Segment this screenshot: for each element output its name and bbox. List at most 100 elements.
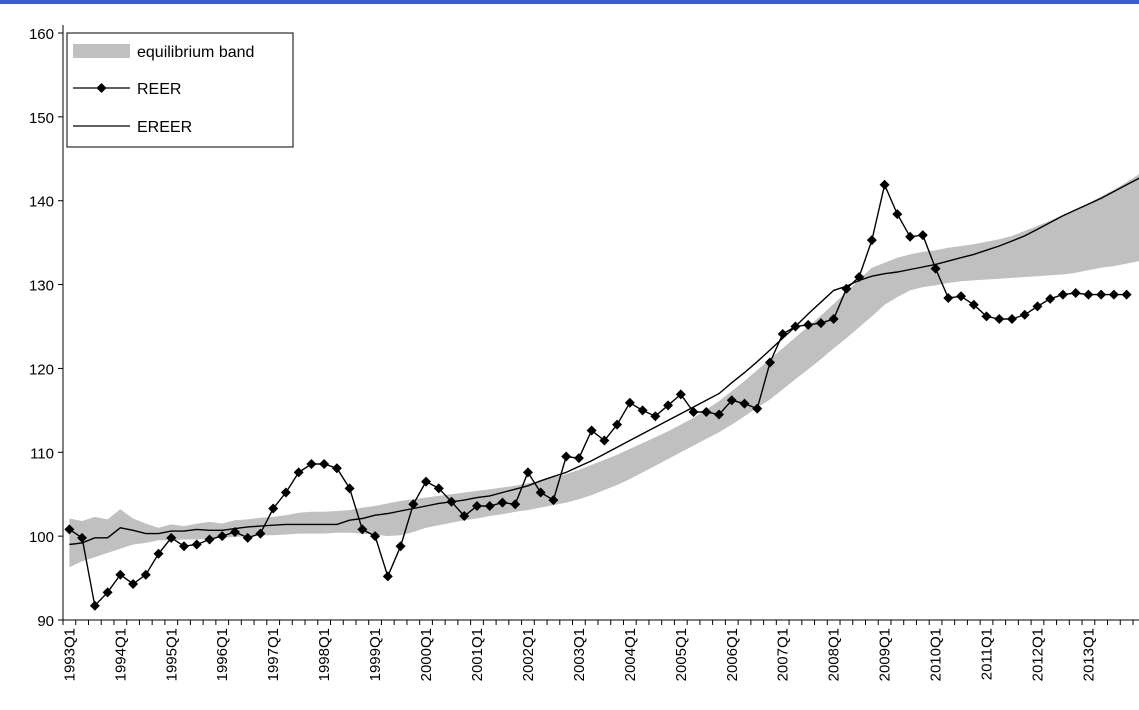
reer-point bbox=[140, 569, 151, 580]
reer-point bbox=[344, 483, 355, 494]
reer-point bbox=[535, 487, 546, 498]
y-tick-label: 150 bbox=[29, 110, 54, 127]
reer-point bbox=[943, 292, 954, 303]
y-tick-label: 90 bbox=[37, 613, 54, 630]
reer-point bbox=[1006, 313, 1017, 324]
reer-point bbox=[752, 403, 763, 414]
x-tick-label: 1996Q1 bbox=[214, 628, 231, 681]
reer-point bbox=[128, 578, 139, 589]
y-tick-label: 160 bbox=[29, 26, 54, 43]
x-tick-label: 2010Q1 bbox=[928, 628, 945, 681]
reer-markers-layer bbox=[64, 179, 1132, 611]
reer-point bbox=[561, 451, 572, 462]
legend-swatch-reer-marker bbox=[96, 83, 107, 93]
reer-point bbox=[497, 497, 508, 508]
reer-point bbox=[255, 528, 266, 539]
reer-point bbox=[268, 503, 279, 514]
reer-point bbox=[1032, 301, 1043, 312]
x-tick-label: 2004Q1 bbox=[622, 628, 639, 681]
x-tick-label: 2002Q1 bbox=[520, 628, 537, 681]
x-tick-label: 1993Q1 bbox=[61, 628, 78, 681]
reer-point bbox=[484, 500, 495, 511]
reer-point bbox=[471, 500, 482, 511]
reer-point bbox=[650, 411, 661, 422]
reer-point bbox=[395, 541, 406, 552]
reer-point bbox=[191, 539, 202, 550]
reer-point bbox=[408, 499, 419, 510]
reer-point bbox=[89, 600, 100, 611]
x-tick-label: 1995Q1 bbox=[163, 628, 180, 681]
reer-point bbox=[726, 395, 737, 406]
reer-point bbox=[522, 467, 533, 478]
reer-point bbox=[917, 230, 928, 241]
y-tick-label: 100 bbox=[29, 529, 54, 546]
y-tick-label: 140 bbox=[29, 194, 54, 211]
reer-point bbox=[599, 435, 610, 446]
x-tick-label: 1999Q1 bbox=[367, 628, 384, 681]
reer-point bbox=[153, 548, 164, 559]
ereer-line bbox=[69, 177, 1139, 546]
reer-point bbox=[612, 419, 623, 430]
y-tick-label: 120 bbox=[29, 361, 54, 378]
reer-point bbox=[841, 283, 852, 294]
reer-point bbox=[510, 499, 521, 510]
reer-point bbox=[166, 532, 177, 543]
y-axis-ticks: 90 100 110 120 130 140 150 160 bbox=[29, 26, 63, 630]
x-tick-label: 1994Q1 bbox=[112, 628, 129, 681]
reer-point bbox=[930, 263, 941, 274]
window-top-border bbox=[0, 0, 1139, 4]
reer-point bbox=[956, 291, 967, 302]
reer-point bbox=[624, 397, 635, 408]
reer-point bbox=[714, 409, 725, 420]
x-tick-label: 2013Q1 bbox=[1080, 628, 1097, 681]
x-axis-ticks: 1993Q1 1994Q1 1995Q1 1996Q1 1997Q1 1998Q1 1999… bbox=[61, 620, 1134, 681]
reer-point bbox=[739, 398, 750, 409]
axes-layer bbox=[62, 25, 1139, 621]
reer-point bbox=[968, 299, 979, 310]
reer-point bbox=[331, 463, 342, 474]
reer-point bbox=[280, 487, 291, 498]
reer-point bbox=[994, 313, 1005, 324]
reer-point bbox=[1108, 289, 1119, 300]
reer-point bbox=[242, 532, 253, 543]
reer-point bbox=[115, 569, 126, 580]
reer-point bbox=[790, 321, 801, 332]
reer-point bbox=[981, 311, 992, 322]
reer-point bbox=[675, 389, 686, 400]
reer-point bbox=[1019, 309, 1030, 320]
reer-point bbox=[815, 318, 826, 329]
equilibrium-band-area bbox=[69, 174, 1139, 568]
reer-point bbox=[854, 272, 865, 283]
reer-point bbox=[293, 467, 304, 478]
reer-point bbox=[102, 587, 113, 598]
reer-point bbox=[905, 231, 916, 242]
reer-point bbox=[1057, 289, 1068, 300]
reer-point bbox=[1070, 287, 1081, 298]
reer-point bbox=[637, 405, 648, 416]
x-tick-label: 2011Q1 bbox=[979, 628, 996, 680]
x-tick-label: 2006Q1 bbox=[724, 628, 741, 681]
reer-point bbox=[879, 179, 890, 190]
reer-point bbox=[573, 453, 584, 464]
reer-point bbox=[370, 531, 381, 542]
reer-point bbox=[764, 357, 775, 368]
reer-point bbox=[64, 524, 75, 535]
x-tick-label: 2005Q1 bbox=[673, 628, 690, 681]
legend-label-band: equilibrium band bbox=[137, 44, 254, 61]
reer-point bbox=[828, 313, 839, 324]
reer-point bbox=[866, 235, 877, 246]
reer-point bbox=[204, 534, 215, 545]
x-tick-label: 2008Q1 bbox=[826, 628, 843, 681]
reer-point bbox=[1121, 289, 1132, 300]
reer-point bbox=[433, 483, 444, 494]
reer-point bbox=[1083, 289, 1094, 300]
reer-point bbox=[663, 400, 674, 411]
reer-point bbox=[803, 319, 814, 330]
reer-point bbox=[77, 532, 88, 543]
legend-label-reer: REER bbox=[137, 81, 181, 98]
reer-point bbox=[229, 526, 240, 537]
reer-point bbox=[179, 541, 190, 552]
reer-point bbox=[892, 209, 903, 220]
x-tick-label: 2012Q1 bbox=[1029, 628, 1046, 681]
chart-legend: equilibrium band REER EREER bbox=[66, 32, 294, 148]
